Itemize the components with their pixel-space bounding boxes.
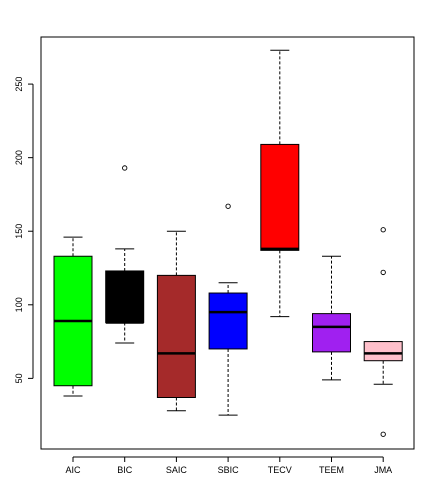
box-sbic: [208, 203, 248, 416]
x-tick-label: AIC: [65, 465, 81, 475]
x-tick-label: JMA: [374, 465, 392, 475]
y-axis: 50 100 150 200 250: [14, 77, 34, 383]
box-body: [312, 313, 351, 353]
y-tick-label: 100: [14, 297, 24, 312]
plot-frame: [40, 36, 415, 450]
y-tick-label: 250: [14, 77, 24, 92]
y-tick-label: 200: [14, 150, 24, 165]
x-tick-label: SBIC: [218, 465, 240, 475]
outlier-point: [122, 165, 128, 171]
box-tecv: [260, 49, 300, 318]
box-body: [105, 270, 145, 323]
boxes: [53, 49, 403, 437]
box-saic: [156, 230, 196, 412]
x-tick-label: SAIC: [166, 465, 188, 475]
box-body: [156, 274, 196, 398]
y-tick-label: 150: [14, 224, 24, 239]
box-teem: [312, 255, 351, 381]
x-axis: AIC BIC SAIC SBIC TECV TEEM JMA: [65, 456, 392, 475]
x-tick-label: TECV: [268, 465, 292, 475]
box-body: [363, 341, 403, 362]
outlier-point: [380, 227, 386, 233]
box-body: [260, 143, 300, 251]
x-tick-label: TEEM: [319, 465, 344, 475]
outlier-point: [380, 431, 386, 437]
box-body: [208, 292, 248, 350]
y-tick-label: 50: [14, 373, 24, 383]
box-bic: [105, 165, 145, 344]
box-aic: [53, 236, 93, 397]
outlier-point: [380, 269, 386, 276]
outlier-point: [225, 203, 231, 209]
box-jma: [363, 227, 403, 437]
x-tick-label: BIC: [117, 465, 133, 475]
